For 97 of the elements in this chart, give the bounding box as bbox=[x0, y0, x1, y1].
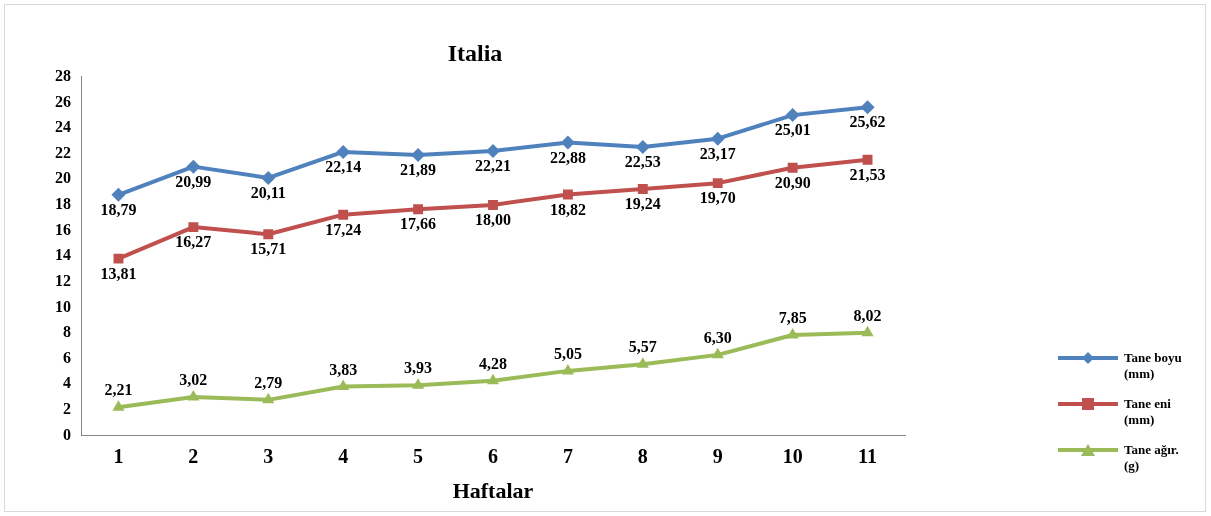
y-tick-label: 8 bbox=[63, 323, 71, 341]
point bbox=[412, 378, 425, 389]
data-label: 3,83 bbox=[329, 360, 358, 378]
point bbox=[560, 135, 575, 150]
point bbox=[411, 148, 426, 163]
point bbox=[710, 131, 725, 146]
data-label: 18,00 bbox=[475, 211, 511, 229]
x-tick-label: 10 bbox=[782, 444, 803, 467]
x-tick-label: 2 bbox=[188, 444, 199, 467]
point bbox=[637, 184, 648, 194]
point bbox=[712, 178, 723, 189]
y-tick-label: 18 bbox=[55, 195, 71, 213]
y-tick-label: 22 bbox=[55, 143, 71, 161]
data-label: 20,90 bbox=[774, 173, 811, 191]
data-label: 18,82 bbox=[549, 200, 586, 218]
data-label: 3,93 bbox=[404, 359, 433, 377]
data-label: 22,88 bbox=[549, 148, 586, 166]
data-label: 5,57 bbox=[628, 338, 657, 356]
x-tick-label: 6 bbox=[488, 444, 498, 467]
legend-label: Tane ağır. (g) bbox=[1124, 442, 1180, 474]
data-label: 17,66 bbox=[400, 215, 437, 233]
y-tick-label: 6 bbox=[63, 348, 71, 366]
point bbox=[785, 108, 800, 123]
y-tick-label: 16 bbox=[55, 220, 71, 238]
x-tick-label: 7 bbox=[562, 444, 573, 467]
data-label: 5,05 bbox=[553, 345, 582, 363]
data-label: 6,30 bbox=[703, 329, 732, 347]
y-tick-label: 28 bbox=[55, 66, 71, 84]
point bbox=[562, 189, 573, 200]
data-label: 16,27 bbox=[175, 233, 212, 251]
data-label: 2,21 bbox=[104, 381, 133, 399]
point bbox=[188, 222, 199, 233]
point bbox=[261, 170, 276, 185]
x-tick-label: 1 bbox=[113, 444, 124, 467]
x-tick-label: 8 bbox=[637, 444, 648, 467]
data-label: 20,99 bbox=[175, 172, 212, 190]
data-label: 13,81 bbox=[100, 264, 137, 282]
data-label: 21,53 bbox=[849, 165, 886, 183]
data-label: 22,21 bbox=[475, 157, 511, 175]
point bbox=[413, 204, 424, 215]
point bbox=[486, 144, 500, 158]
point bbox=[711, 347, 724, 359]
y-tick-label: 10 bbox=[55, 297, 71, 315]
point bbox=[338, 209, 349, 220]
data-label: 19,70 bbox=[699, 189, 736, 207]
data-label: 22,53 bbox=[624, 153, 661, 171]
legend-label: Tane boyu (mm) bbox=[1124, 350, 1183, 382]
point bbox=[263, 229, 274, 240]
y-tick-label: 4 bbox=[63, 374, 71, 392]
point bbox=[113, 253, 124, 264]
y-tick-label: 12 bbox=[55, 271, 71, 289]
data-label: 25,01 bbox=[774, 121, 811, 139]
point bbox=[336, 144, 351, 159]
data-label: 19,24 bbox=[624, 195, 661, 213]
point bbox=[262, 392, 275, 404]
data-label: 22,14 bbox=[325, 158, 362, 176]
x-tick-label: 3 bbox=[263, 444, 274, 467]
data-label: 25,62 bbox=[849, 113, 886, 131]
point bbox=[486, 373, 500, 385]
data-label: 3,02 bbox=[179, 371, 208, 389]
data-label: 20,11 bbox=[250, 184, 286, 202]
data-label: 18,79 bbox=[100, 200, 137, 218]
y-tick-label: 20 bbox=[55, 169, 71, 187]
data-label: 4,28 bbox=[479, 354, 507, 372]
x-tick-label: 5 bbox=[413, 444, 424, 467]
data-label: 17,24 bbox=[325, 220, 362, 238]
data-label: 21,89 bbox=[400, 161, 437, 179]
point bbox=[787, 162, 798, 173]
data-label: 7,85 bbox=[778, 309, 807, 327]
x-tick-label: 4 bbox=[338, 444, 349, 467]
point bbox=[861, 325, 874, 337]
data-label: 23,17 bbox=[699, 144, 736, 162]
x-tick-label: 9 bbox=[712, 444, 723, 467]
point bbox=[186, 159, 201, 174]
y-tick-label: 0 bbox=[63, 425, 71, 443]
x-axis-title: Haftalar bbox=[452, 478, 534, 504]
point bbox=[112, 400, 125, 411]
y-tick-label: 24 bbox=[55, 118, 71, 136]
legend-label: Tane eni (mm) bbox=[1124, 396, 1172, 428]
y-tick-label: 26 bbox=[55, 92, 71, 110]
x-tick-label: 11 bbox=[858, 444, 877, 467]
point bbox=[636, 357, 649, 368]
y-tick-label: 2 bbox=[63, 400, 71, 418]
data-label: 2,79 bbox=[254, 373, 283, 391]
point bbox=[488, 199, 498, 210]
point bbox=[337, 379, 350, 391]
point bbox=[860, 100, 875, 115]
point bbox=[862, 154, 873, 165]
data-label: 8,02 bbox=[853, 306, 882, 324]
chart-title: Italia bbox=[447, 39, 503, 66]
data-label: 15,71 bbox=[250, 240, 287, 258]
point bbox=[786, 328, 799, 339]
point bbox=[635, 139, 650, 154]
point bbox=[561, 363, 574, 375]
point bbox=[187, 389, 200, 401]
y-tick-label: 14 bbox=[55, 246, 71, 264]
point bbox=[111, 187, 126, 202]
